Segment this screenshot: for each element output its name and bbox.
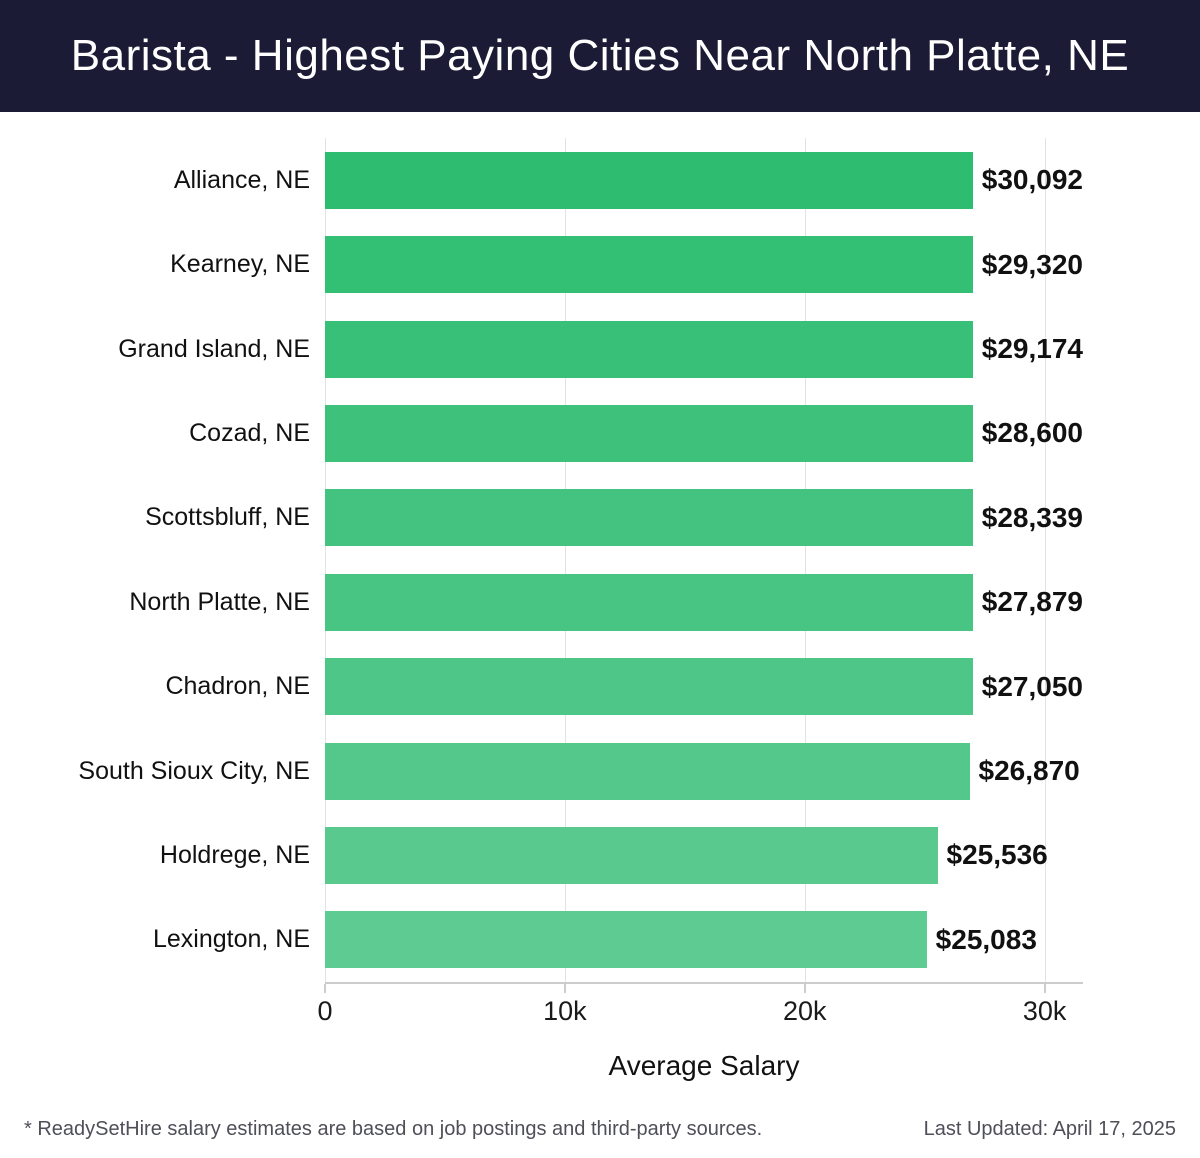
x-tick-mark: [324, 984, 326, 993]
x-tick-label: 20k: [782, 996, 827, 1026]
salary-bar: [325, 151, 973, 209]
bar-track: $27,050: [325, 644, 1083, 728]
chart-row: Alliance, NE $30,092: [0, 138, 1200, 222]
chart-row: Scottsbluff, NE $28,339: [0, 476, 1200, 560]
value-label: $28,339: [981, 501, 1083, 533]
x-axis-line: [324, 982, 1083, 993]
chart-row: Grand Island, NE $29,174: [0, 307, 1200, 391]
chart-rows: Alliance, NE $30,092 Kearney, NE $29,320 Gra…: [0, 138, 1200, 982]
chart-row: South Sioux City, NE $26,870: [0, 729, 1200, 813]
category-label: Lexington, NE: [152, 925, 310, 954]
chart-row: Cozad, NE $28,600: [0, 391, 1200, 475]
value-label: $30,092: [981, 164, 1083, 196]
x-tick-mark: [803, 984, 806, 993]
salary-bar: [325, 404, 973, 462]
value-label: $28,600: [981, 417, 1083, 449]
x-axis-title: Average Salary: [608, 1050, 800, 1081]
category-label: Chadron, NE: [165, 672, 310, 701]
value-label: $27,879: [981, 586, 1083, 618]
gridline: [325, 138, 326, 982]
category-label: South Sioux City, NE: [78, 756, 310, 785]
gridline: [564, 138, 566, 982]
bar-chart: Alliance, NE $30,092 Kearney, NE $29,320 Gra…: [0, 138, 1200, 982]
bar-track: $27,879: [325, 560, 1083, 644]
footnote: * ReadySetHire salary estimates are base…: [24, 1118, 763, 1140]
category-label: Cozad, NE: [189, 418, 310, 447]
chart-row: Lexington, NE $25,083: [0, 898, 1200, 982]
bar-track: $28,339: [325, 476, 1083, 560]
salary-bar: [325, 320, 973, 378]
page-title: Barista - Highest Paying Cities Near Nor…: [70, 31, 1130, 80]
category-label: Kearney, NE: [170, 250, 310, 279]
salary-bar: [325, 742, 970, 800]
bar-track: $26,870: [325, 729, 1083, 813]
bar-track: $30,092: [325, 138, 1083, 222]
x-tick-mark: [1043, 984, 1046, 993]
category-label: Holdrege, NE: [159, 840, 310, 869]
x-tick-label: 10k: [543, 996, 587, 1026]
category-label: North Platte, NE: [129, 587, 310, 616]
last-updated: Last Updated: April 17, 2025: [923, 1118, 1176, 1140]
value-label: $25,083: [935, 923, 1037, 955]
x-tick-label: 30k: [1022, 996, 1067, 1026]
chart-row: Holdrege, NE $25,536: [0, 813, 1200, 897]
salary-bar: [325, 236, 973, 294]
value-label: $25,536: [946, 839, 1048, 871]
x-tick-label: 0: [317, 996, 333, 1026]
gridline: [804, 138, 806, 982]
category-label: Grand Island, NE: [118, 334, 310, 363]
footer: * ReadySetHire salary estimates are base…: [0, 1118, 1200, 1141]
value-label: $27,050: [981, 670, 1083, 702]
category-label: Alliance, NE: [173, 165, 310, 194]
chart-row: Kearney, NE $29,320: [0, 222, 1200, 306]
value-label: $26,870: [978, 755, 1080, 787]
header: Barista - Highest Paying Cities Near Nor…: [0, 0, 1200, 112]
salary-bar: [325, 826, 938, 884]
x-tick-mark: [563, 984, 566, 993]
value-label: $29,320: [981, 248, 1083, 280]
salary-bar: [325, 573, 973, 631]
value-label: $29,174: [981, 333, 1083, 365]
bar-track: $29,320: [325, 222, 1083, 306]
gridline: [1044, 138, 1046, 982]
salary-bar: [325, 658, 973, 716]
category-label: Scottsbluff, NE: [145, 503, 310, 532]
chart-row: Chadron, NE $27,050: [0, 644, 1200, 728]
bar-track: $25,536: [325, 813, 1083, 897]
bar-track: $28,600: [325, 391, 1083, 475]
x-tick-labels: 0 10k 20k 30k: [317, 996, 1083, 1030]
gridlines-layer: [325, 138, 1083, 982]
bar-track: $29,174: [325, 307, 1083, 391]
salary-bar: [325, 489, 973, 547]
bar-track: $25,083: [325, 898, 1083, 982]
chart-row: North Platte, NE $27,879: [0, 560, 1200, 644]
salary-bar: [325, 911, 927, 969]
